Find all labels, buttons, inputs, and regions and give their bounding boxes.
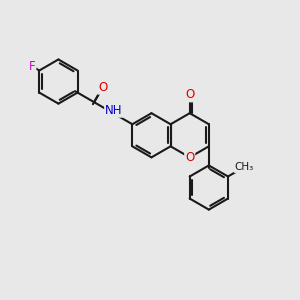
Text: F: F [29,60,35,73]
Text: NH: NH [105,104,123,117]
Text: O: O [185,151,194,164]
Text: CH₃: CH₃ [235,162,254,172]
Text: O: O [98,81,107,94]
Text: O: O [185,88,194,101]
